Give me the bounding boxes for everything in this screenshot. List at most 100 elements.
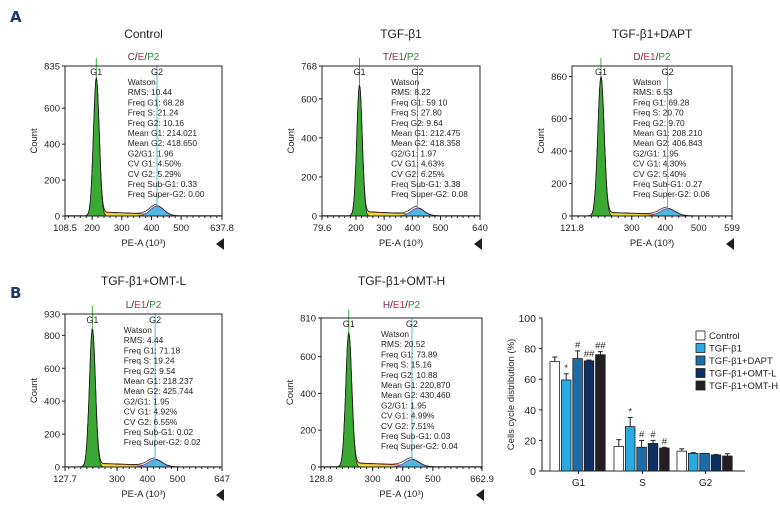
x-tick-label: S <box>639 478 646 489</box>
x-tick-label: 500 <box>170 474 186 485</box>
legend-label: TGF-β1+DAPT <box>709 356 773 367</box>
y-axis-label: Count <box>29 377 40 403</box>
y-tick-label: 40 <box>524 405 536 417</box>
significance-marker: ## <box>595 341 606 352</box>
x-tick-label: 127.7 <box>53 474 77 485</box>
stat-line: Freq S: 20.70 <box>633 108 684 118</box>
gate-label-part: P2 <box>147 52 160 63</box>
panel-title: Control <box>124 27 163 41</box>
bar-chart: 0 20 40 60 80 100 Cells cycle distribution (%)… <box>506 313 778 489</box>
stat-line: Watson <box>381 329 409 339</box>
x-tick-label: 637.8 <box>210 223 234 234</box>
stat-line: Freq Sub-G1: 0.03 <box>381 431 451 441</box>
y-tick-label: 0 <box>530 466 536 478</box>
gate-label-part: E1 <box>393 300 406 311</box>
x-tick-label: G1 <box>572 478 586 489</box>
gate-label-part: / <box>146 300 149 311</box>
y-tick-label: 200 <box>551 179 567 190</box>
stat-line: CV G1: 4.63% <box>391 159 445 169</box>
stat-line: RMS: 20.52 <box>381 339 426 349</box>
legend-swatch <box>695 343 706 353</box>
bar <box>699 453 710 472</box>
stat-line: CV G2: 7.51% <box>381 421 435 431</box>
x-tick-label: 300 <box>376 223 392 234</box>
gate-label-part: / <box>390 300 393 311</box>
y-axis-label: Cells cycle distribution (%) <box>506 339 517 450</box>
gate-label-part: / <box>135 52 138 63</box>
y-tick-label: 600 <box>44 364 60 375</box>
gate-label-part: E1 <box>643 52 656 63</box>
stat-line: Freq Super-G2: 0.02 <box>124 437 201 447</box>
x-axis-label: PE-A (10³) <box>630 238 674 249</box>
y-tick-label: 0 <box>55 463 60 474</box>
x-tick-label: 300 <box>109 474 125 485</box>
panel-label-a: A <box>10 8 22 26</box>
y-tick-label: 835 <box>44 62 60 73</box>
stat-line: Freq S: 27.80 <box>391 108 442 118</box>
panel-title: TGF-β1 <box>380 27 422 41</box>
g2-peak-label: G2 <box>149 315 161 325</box>
stat-line: Freq G1: 68.28 <box>128 97 185 107</box>
y-tick-label: 400 <box>300 389 316 400</box>
legend-swatch <box>695 380 706 391</box>
stat-line: Freq Sub-G1: 0.27 <box>633 179 703 189</box>
gate-label: T/E1/P2 <box>383 52 420 63</box>
legend-label: Control <box>709 331 740 342</box>
bar <box>647 443 659 472</box>
gate-label-part: D <box>633 52 640 63</box>
stat-line: Freq S: 15.16 <box>381 360 432 370</box>
plot-frame <box>64 65 223 217</box>
stat-line: Watson <box>633 77 661 87</box>
x-axis-label: PE-A (10³) <box>121 238 165 249</box>
g1-peak-label: G1 <box>86 315 98 325</box>
y-tick-label: 930 <box>44 310 60 321</box>
stat-line: Freq G1: 71.18 <box>124 345 181 355</box>
g1-peak-label: G1 <box>595 67 607 77</box>
stat-line: G2/G1: 1.97 <box>391 148 437 158</box>
bar <box>613 446 625 472</box>
y-tick-label: 0 <box>312 212 317 223</box>
x-axis-label: PE-A (10³) <box>379 238 423 249</box>
y-tick-label: 600 <box>300 352 316 363</box>
stat-line: Freq G2: 10.16 <box>128 118 185 128</box>
collapse-triangle-icon <box>726 238 734 250</box>
gate-label-part: P2 <box>658 52 671 63</box>
stat-line: Freq Super-G2: 0.08 <box>391 189 468 199</box>
x-tick-label: 200 <box>84 223 100 234</box>
stat-line: RMS: 10.44 <box>128 87 173 97</box>
significance-marker: # <box>662 436 668 447</box>
stat-line: Freq Super-G2: 0.04 <box>381 441 458 451</box>
stat-line: Mean G2: 425.744 <box>124 386 194 396</box>
gate-label-part: / <box>641 52 644 63</box>
stat-line: Watson <box>391 77 419 87</box>
gate-label-part: / <box>404 52 407 63</box>
y-tick-label: 0 <box>55 212 60 223</box>
x-tick-label: 300 <box>365 474 381 485</box>
gate-label-part: / <box>131 300 134 311</box>
y-axis-label: Count <box>29 128 40 154</box>
stat-line: Freq G2: 10.88 <box>381 370 438 380</box>
legend-label: TGF-β1 <box>709 344 742 355</box>
stat-line: Freq S: 19.24 <box>124 356 175 366</box>
gate-label-part: T <box>383 52 389 63</box>
stat-line: Mean G1: 212.475 <box>391 128 461 138</box>
x-tick-label: 300 <box>114 223 130 234</box>
gate-label-part: C <box>128 52 135 63</box>
g2-peak-label: G2 <box>151 67 163 77</box>
stat-line: Freq G2: 9.54 <box>124 366 176 376</box>
significance-marker: * <box>628 406 632 417</box>
stat-line: CV G2: 5.29% <box>128 169 182 179</box>
bar <box>625 426 636 472</box>
x-tick-label: 400 <box>144 223 160 234</box>
stat-line: Mean G1: 214.021 <box>128 128 198 138</box>
g2-peak-label: G2 <box>412 67 424 77</box>
stat-line: RMS: 6.53 <box>633 87 673 97</box>
g1-peak-label: G1 <box>343 319 355 329</box>
stat-line: Freq G1: 69.28 <box>633 97 690 107</box>
stat-line: Mean G2: 406.843 <box>633 138 703 148</box>
x-tick-label: 500 <box>691 223 707 234</box>
y-tick-label: 400 <box>551 147 567 158</box>
y-tick-label: 600 <box>551 114 567 125</box>
